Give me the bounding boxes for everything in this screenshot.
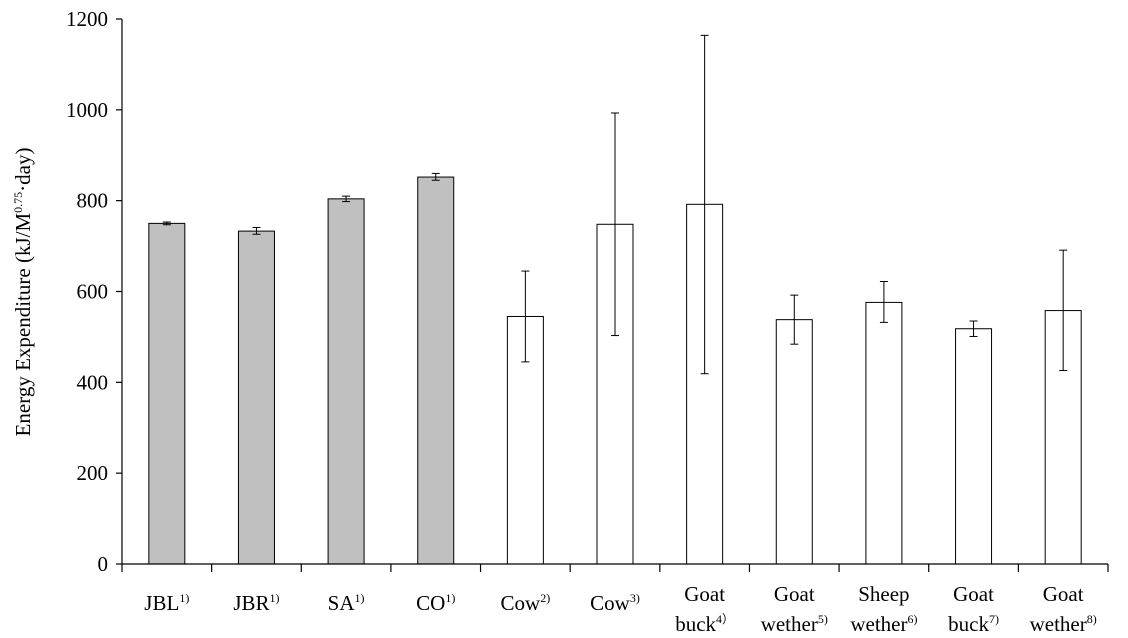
bars [148, 34, 1082, 565]
category-label: wether6) [850, 612, 917, 636]
bar [775, 319, 813, 565]
bar [148, 222, 186, 565]
category-label: SA1) [328, 591, 365, 615]
bar [955, 328, 993, 565]
category-label: Sheep [858, 582, 909, 606]
category-label: Cow3) [590, 591, 640, 615]
category-label: Goat [774, 582, 815, 606]
category-label: buck7) [948, 612, 999, 636]
category-label: wether5) [761, 612, 828, 636]
category-label: CO1) [416, 591, 455, 615]
category-label: Goat [953, 582, 994, 606]
y-tick-label: 1000 [66, 98, 108, 122]
category-label: Goat [1043, 582, 1084, 606]
bar [327, 198, 365, 565]
category-label: Goat [684, 582, 725, 606]
y-tick-label: 1200 [66, 7, 108, 31]
y-tick-label: 800 [77, 189, 109, 213]
y-axis: 0 200 400 600 800 1000 1200 [66, 7, 123, 576]
x-axis: JBL1) JBR1) SA1) CO1) Cow2) Cow3) Goat buck4） Go… [121, 563, 1109, 636]
category-label: wether8) [1030, 612, 1097, 636]
category-label: buck4） [675, 612, 734, 636]
y-tick-label: 0 [98, 552, 109, 576]
bar [417, 176, 455, 565]
y-axis-title: Energy Expenditure (kJ/M0.75·day) [11, 148, 35, 437]
y-tick-label: 400 [77, 370, 109, 394]
y-tick-label: 200 [77, 461, 109, 485]
category-label: Cow2) [501, 591, 551, 615]
category-label: JBL1) [144, 591, 189, 615]
bar [865, 301, 903, 565]
category-label: JBR1) [233, 591, 279, 615]
y-tick-label: 600 [77, 280, 109, 304]
bar [237, 230, 275, 565]
